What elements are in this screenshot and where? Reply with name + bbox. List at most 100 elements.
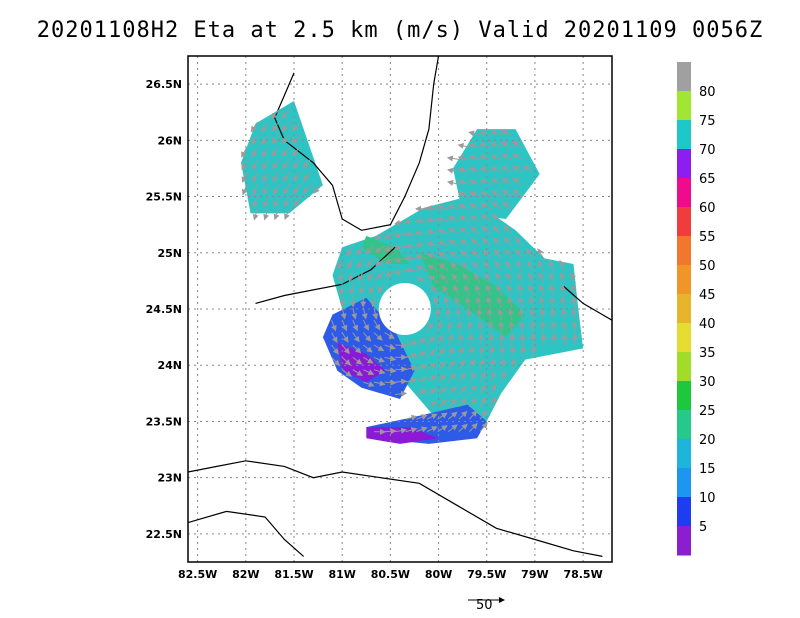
- wind-vector: [447, 167, 459, 174]
- wind-vector: [469, 397, 477, 408]
- wind-vector: [550, 333, 557, 346]
- wind-vector: [447, 359, 456, 370]
- colorbar-label: 70: [699, 143, 716, 158]
- lon-tick-label: 80W: [425, 568, 452, 581]
- wind-vector: [341, 369, 352, 377]
- wind-vector: [529, 320, 536, 333]
- wind-vector: [505, 260, 513, 272]
- wind-vector: [465, 308, 472, 321]
- longitude-tick-labels: 82.5W 82W 81.5W 81W 80.5W 80W 79.5W 79W 78.5W: [178, 568, 603, 581]
- wind-vector: [490, 370, 496, 383]
- colorbar-label: 65: [699, 172, 716, 187]
- wind-vector: [425, 217, 438, 224]
- wind-vector: [358, 270, 364, 282]
- wind-vector: [481, 226, 491, 235]
- wind-vector: [549, 272, 555, 284]
- wind-vector: [479, 422, 488, 432]
- wind-vector: [283, 183, 290, 195]
- wind-vector: [436, 228, 449, 235]
- wind-vector: [528, 284, 534, 296]
- wind-vector: [537, 248, 545, 259]
- wind-vector: [425, 205, 438, 212]
- wind-vector: [516, 260, 523, 272]
- wind-vector: [292, 146, 301, 157]
- wind-vector: [561, 320, 568, 333]
- lon-tick-label: 82W: [232, 568, 259, 581]
- wind-vector: [363, 381, 375, 387]
- wind-vector: [480, 214, 491, 222]
- wind-vector: [363, 332, 372, 342]
- colorbar-label: 5: [699, 520, 707, 535]
- lon-tick-label: 80.5W: [371, 568, 410, 581]
- wind-vector: [426, 253, 438, 259]
- coastline-segment: [274, 56, 440, 231]
- wind-vector: [341, 344, 350, 355]
- wind-vector: [374, 233, 385, 240]
- wind-vector: [508, 320, 515, 333]
- wind-vector: [468, 142, 481, 149]
- wind-vector: [426, 362, 437, 371]
- colorbar-swatch: [677, 265, 691, 295]
- wind-vector: [494, 260, 502, 272]
- wind-vector: [436, 321, 443, 333]
- wind-vector: [517, 272, 523, 284]
- wind-vector: [477, 333, 484, 346]
- wind-vector: [514, 236, 523, 247]
- lat-tick-label: 23.5N: [146, 415, 182, 428]
- wind-vector: [529, 308, 535, 321]
- wind-vector: [436, 204, 449, 211]
- wind-vector: [447, 411, 458, 420]
- wind-vector: [430, 285, 439, 296]
- wind-vector: [365, 245, 375, 255]
- wind-vector: [481, 237, 491, 247]
- wind-vector: [457, 167, 470, 174]
- wind-vector: [340, 307, 347, 320]
- wind-vector: [262, 183, 269, 196]
- wind-vector: [458, 410, 468, 420]
- wind-vector: [395, 390, 408, 397]
- wind-vector: [479, 191, 491, 198]
- wind-vector: [473, 272, 481, 284]
- wind-vector: [426, 426, 438, 433]
- wind-vector: [356, 258, 364, 269]
- colorbar-label: 15: [699, 462, 716, 477]
- wind-vector: [501, 177, 513, 185]
- wind-vector: [500, 129, 512, 136]
- wind-vector: [273, 208, 280, 221]
- wind-vector: [252, 196, 259, 208]
- wind-vector: [395, 427, 408, 434]
- wind-vector: [337, 258, 343, 270]
- wind-vector: [394, 219, 406, 226]
- colorbar-label: 25: [699, 404, 716, 419]
- wind-vector: [504, 248, 513, 259]
- lat-tick-label: 22.5N: [146, 528, 182, 541]
- wind-vector: [458, 203, 470, 210]
- wind-vector: [338, 283, 345, 296]
- wind-vector: [384, 270, 396, 277]
- wind-vector: [281, 109, 290, 119]
- wind-vector: [457, 155, 470, 162]
- wind-vector: [447, 333, 454, 346]
- wind-vector: [377, 282, 386, 294]
- wind-vector: [261, 146, 269, 158]
- wind-vector: [468, 371, 476, 383]
- wind-vector: [363, 356, 374, 364]
- wind-vector: [570, 271, 577, 284]
- colorbar-swatch: [677, 323, 691, 353]
- wind-vector: [372, 307, 379, 320]
- wind-vector: [271, 121, 279, 132]
- wind-vector: [384, 379, 397, 386]
- wind-vector: [341, 332, 349, 343]
- wind-vector: [479, 130, 491, 136]
- wind-vector: [500, 154, 513, 160]
- wind-vector: [519, 345, 526, 358]
- wind-vector: [415, 230, 428, 237]
- coastline-segment: [563, 286, 612, 321]
- map-title: 20201108H2 Eta at 2.5 km (m/s) Valid 202…: [36, 18, 764, 43]
- wind-vector: [488, 333, 495, 346]
- wind-vector: [571, 320, 578, 333]
- wind-vector: [459, 239, 470, 247]
- wind-vector: [241, 146, 248, 158]
- wind-vector: [437, 412, 448, 420]
- wind-vector: [437, 387, 447, 395]
